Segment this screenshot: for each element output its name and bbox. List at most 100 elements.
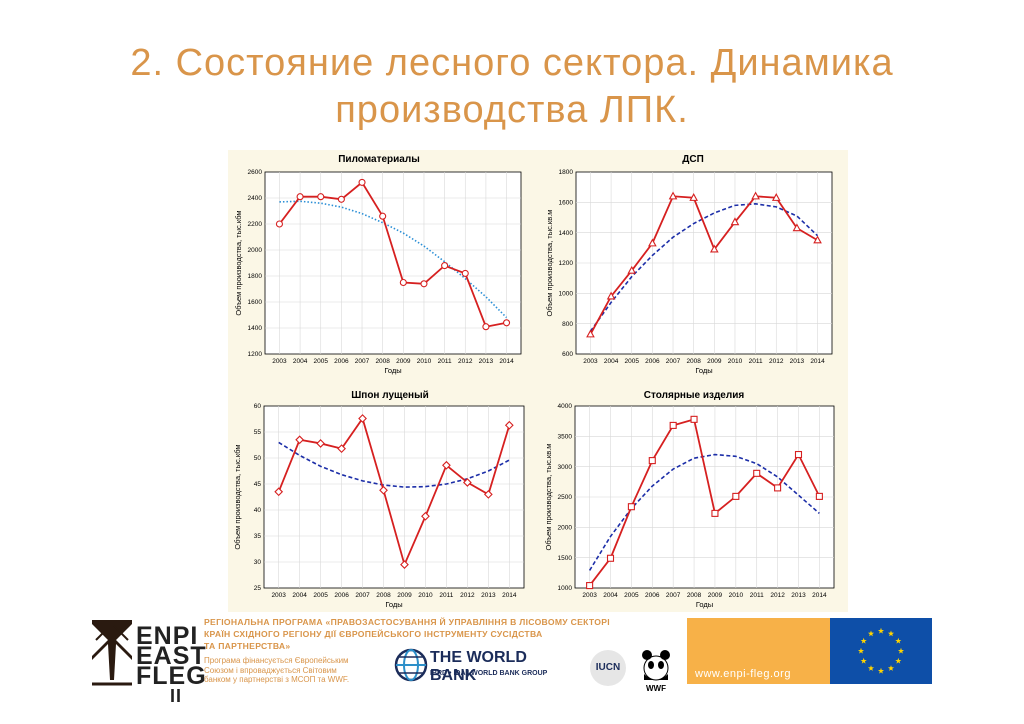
y-tick-label: 35 [254, 533, 262, 540]
iucn-label: IUCN [595, 662, 621, 673]
series-line [588, 418, 821, 587]
y-tick-label: 4000 [558, 403, 573, 410]
data-point [504, 420, 514, 430]
eu-star-icon [887, 630, 895, 637]
x-tick-label: 2013 [481, 592, 496, 599]
world-bank-subtitle: IBRD • IDA | WORLD BANK GROUP [430, 670, 548, 677]
y-tick-label: 2000 [248, 247, 263, 254]
x-axis-label: Годы [696, 600, 713, 609]
x-tick-label: 2014 [812, 592, 827, 599]
data-point [711, 509, 719, 517]
y-tick-label: 40 [254, 507, 262, 514]
chart-3: 25 30 35 40 45 50 55 60 2003 2004 2005 2006 2007 2008… [233, 390, 525, 609]
y-tick-label: 1200 [248, 351, 263, 358]
logo-line: II [170, 686, 183, 706]
data-point [627, 503, 635, 511]
y-axis-label: Объем производства, тыс.кв.м [545, 210, 554, 317]
data-point [668, 191, 678, 200]
data-point [420, 280, 428, 288]
x-tick-label: 2013 [791, 592, 806, 599]
x-tick-label: 2007 [666, 358, 681, 365]
data-point [483, 490, 493, 499]
x-tick-label: 2003 [272, 358, 287, 365]
panda-icon [642, 650, 670, 681]
data-point [358, 414, 367, 423]
y-tick-label: 2500 [558, 494, 573, 501]
data-point [794, 450, 803, 459]
data-point [648, 238, 657, 247]
funding-line: банком у партнерстві з МСОП та WWF. [204, 675, 350, 685]
data-point [606, 554, 615, 562]
data-point [669, 421, 677, 429]
data-point [774, 484, 782, 492]
data-point [337, 444, 346, 454]
trend-line [278, 441, 510, 488]
eu-star-icon [877, 667, 885, 674]
program-line: ТА ПАРТНЕРСТВА» [204, 641, 291, 651]
data-point [461, 269, 469, 277]
data-point [274, 487, 284, 497]
trend-line [589, 203, 819, 332]
x-tick-label: 2003 [582, 592, 597, 599]
y-axis-label: Объем производства, тыс.кв.м [544, 444, 553, 551]
x-tick-label: 2004 [293, 358, 308, 365]
data-point [648, 457, 656, 465]
data-point [753, 469, 761, 477]
x-tick-label: 2013 [790, 358, 805, 365]
data-point [815, 492, 823, 500]
data-point [751, 191, 760, 200]
eu-star-icon [877, 627, 885, 634]
x-tick-label: 2010 [729, 592, 744, 599]
funding-line: Програма фінансується Європейським [204, 656, 349, 665]
eu-star-icon [860, 637, 867, 644]
data-point [792, 223, 802, 232]
x-tick-label: 2005 [625, 358, 640, 365]
x-axis-label: Годы [695, 366, 712, 375]
orange-band [687, 618, 830, 684]
y-tick-label: 3000 [558, 464, 573, 471]
eu-star-icon [897, 647, 905, 654]
eu-star-icon [867, 665, 875, 671]
y-axis-label: Объем производства, тыс.кбм [233, 444, 242, 549]
footer: ENPI EAST FLEG II РЕГІОНАЛЬНА ПРОГРАМА «… [0, 612, 1024, 724]
eu-star-icon [867, 630, 875, 637]
chart-4: 1000 1500 2000 2500 3000 3500 4000 2003 2004 2005… [544, 390, 835, 609]
data-point [358, 178, 366, 186]
x-tick-label: 2005 [624, 592, 639, 599]
eu-star-icon [887, 665, 895, 671]
eu-star-icon [857, 647, 865, 654]
chart-title: Шпон лущеный [351, 390, 429, 401]
y-tick-label: 1800 [559, 169, 574, 176]
x-tick-label: 2008 [375, 358, 390, 365]
y-tick-label: 1600 [248, 299, 263, 306]
x-tick-label: 2008 [376, 592, 391, 599]
y-tick-label: 25 [254, 585, 262, 592]
y-tick-label: 1200 [559, 260, 574, 267]
x-tick-label: 2011 [439, 592, 453, 599]
page-title: 2. Состояние лесного сектора. Динамика п… [0, 40, 1024, 134]
x-tick-label: 2012 [770, 592, 785, 599]
data-point [295, 435, 305, 445]
x-tick-label: 2010 [418, 592, 433, 599]
data-point [337, 195, 345, 203]
page-title-line-2: производства ЛПК. [335, 89, 689, 131]
logo-line: FLEG [136, 662, 207, 690]
data-point [690, 415, 698, 423]
chart-title: ДСП [682, 154, 704, 165]
wwf-logo: WWF [640, 646, 672, 693]
website-link[interactable]: www.enpi-fleg.org [695, 668, 791, 680]
x-tick-label: 2009 [708, 592, 723, 599]
y-tick-label: 1000 [559, 291, 574, 298]
x-tick-label: 2006 [645, 358, 660, 365]
charts-panel: 1200 1400 1600 1800 2000 2200 2400 2600 2003 2004… [228, 150, 848, 612]
y-tick-label: 55 [254, 429, 262, 436]
funding-note: Програма фінансується Європейським Союзо… [204, 656, 394, 685]
data-point [316, 439, 325, 448]
data-point [441, 262, 449, 270]
wwf-label: WWF [646, 684, 666, 693]
eu-flag [830, 618, 932, 684]
data-point [586, 329, 595, 338]
data-point [442, 460, 451, 470]
x-tick-label: 2012 [769, 358, 784, 365]
y-axis-label: Объем производства, тыс.кбм [234, 210, 243, 315]
